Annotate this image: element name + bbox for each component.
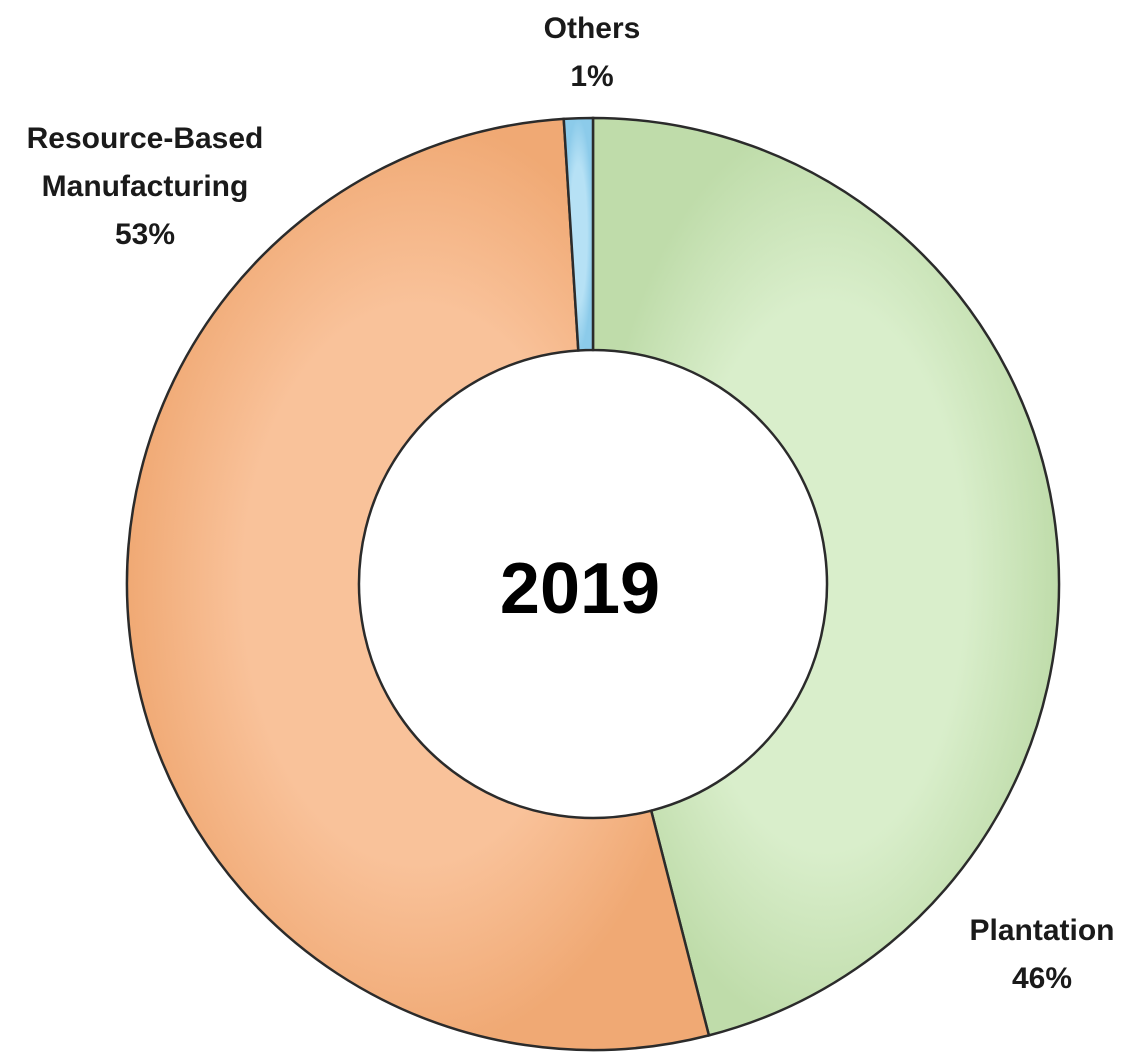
slice-label-resource-based-line1: Resource-Based xyxy=(27,122,264,155)
slice-label-others: Others xyxy=(544,12,641,45)
slice-value-others: 1% xyxy=(570,60,613,93)
slice-label-resource-based-line2: Manufacturing xyxy=(42,170,249,203)
slice-label-plantation: Plantation xyxy=(969,914,1114,947)
slice-value-plantation: 46% xyxy=(1012,962,1072,995)
slice-resource-based-manufacturing xyxy=(125,117,711,1052)
center-label: 2019 xyxy=(500,549,660,629)
slices-group xyxy=(125,116,1061,1052)
slice-plantation xyxy=(591,116,1061,1037)
slice-value-resource-based: 53% xyxy=(115,218,175,251)
slice-others xyxy=(562,116,595,352)
